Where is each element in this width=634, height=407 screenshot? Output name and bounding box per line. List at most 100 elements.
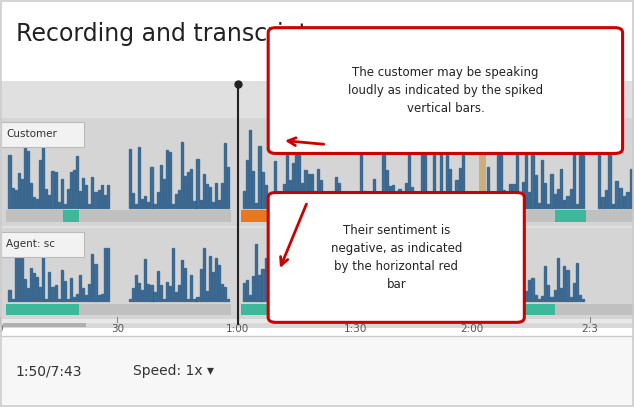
Bar [430,193,432,208]
Bar [256,244,257,301]
Bar [145,259,146,301]
Bar [560,168,562,208]
Bar [481,204,483,208]
Bar [630,168,632,208]
Text: Their sentiment is
negative, as indicated
by the horizontal red
bar: Their sentiment is negative, as indicate… [330,224,462,291]
Bar [317,278,319,301]
Bar [360,146,363,208]
Bar [73,297,75,301]
Bar [338,259,340,301]
Bar [79,210,231,222]
Bar [246,280,249,301]
Bar [398,189,401,208]
Bar [409,210,466,222]
FancyBboxPatch shape [1,122,84,147]
Bar [341,204,344,208]
Bar [598,144,600,208]
Bar [458,168,461,208]
Bar [61,179,63,208]
Bar [534,295,537,301]
Bar [329,204,331,208]
Bar [286,298,288,301]
Bar [503,248,505,301]
Bar [138,283,140,301]
Bar [169,152,171,208]
Bar [76,294,78,301]
Bar [227,167,230,208]
Bar [517,210,555,222]
Bar [274,244,276,301]
Bar [509,276,512,301]
Bar [286,143,288,208]
Bar [259,147,261,208]
Bar [579,295,581,301]
Bar [0,336,634,407]
Bar [8,290,11,301]
Bar [332,204,334,208]
Bar [55,285,56,301]
Bar [11,299,14,301]
Bar [212,272,214,301]
Bar [200,269,202,301]
Bar [449,169,451,208]
Bar [623,196,625,208]
Bar [401,198,404,208]
Bar [150,285,153,301]
Bar [320,268,322,301]
Bar [299,149,301,208]
Text: 1:30: 1:30 [344,324,366,334]
Bar [51,171,53,208]
Bar [544,265,547,301]
Bar [509,184,512,208]
Bar [547,204,550,208]
Bar [94,192,96,208]
Bar [132,288,134,301]
Bar [135,275,137,301]
Bar [30,183,32,208]
Bar [493,248,496,301]
Bar [626,192,628,208]
Bar [18,173,20,208]
Bar [227,299,230,301]
Bar [279,304,346,315]
Bar [181,260,183,301]
Bar [484,272,486,301]
Bar [525,141,527,208]
Bar [427,202,429,208]
Bar [522,182,524,208]
Bar [555,304,634,315]
Bar [91,177,93,208]
Bar [243,190,245,208]
Bar [311,174,313,208]
Bar [27,288,29,301]
Bar [241,304,279,315]
Bar [307,175,309,208]
FancyBboxPatch shape [1,232,84,257]
Bar [481,295,483,301]
Bar [103,195,106,208]
Bar [271,289,273,301]
Bar [560,289,562,301]
Bar [283,266,285,301]
Bar [490,265,493,301]
Bar [557,258,559,301]
Bar [289,298,291,301]
Bar [619,188,621,208]
Bar [496,248,499,301]
Bar [301,183,304,208]
Bar [178,285,180,301]
Bar [566,195,569,208]
Bar [215,182,217,208]
Bar [569,189,572,208]
Bar [544,183,547,208]
Bar [408,154,410,208]
Bar [101,294,103,301]
Bar [103,248,106,301]
Bar [8,155,11,208]
Bar [165,282,168,301]
Bar [582,134,585,208]
Bar [193,201,195,208]
Bar [563,266,566,301]
Bar [573,134,575,208]
Bar [261,173,264,208]
